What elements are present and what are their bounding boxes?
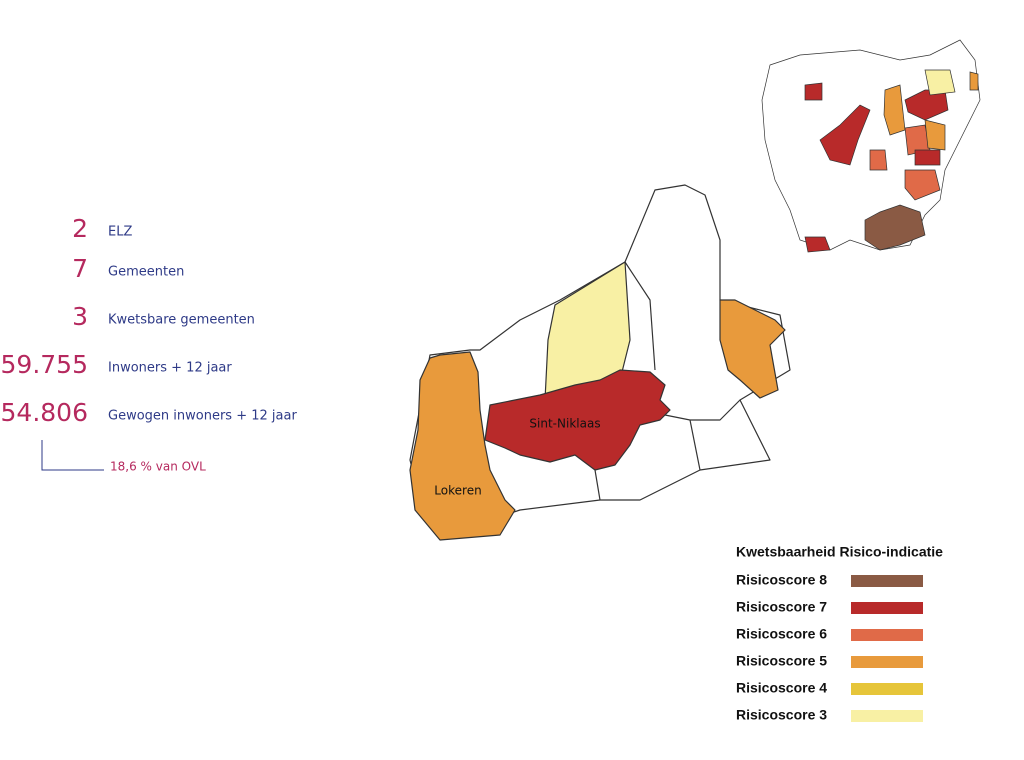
bracket [41, 440, 104, 471]
border [624, 261, 656, 371]
legend-title: Kwetsbaarheid Risico-indicatie [736, 544, 943, 560]
region [819, 104, 871, 166]
region [804, 82, 823, 101]
region [804, 236, 831, 253]
stat-label: Gewogen inwoners + 12 jaar [108, 409, 297, 424]
legend-label: Risicoscore 5 [736, 653, 827, 669]
legend-swatch [851, 683, 923, 695]
region [869, 149, 888, 171]
border [689, 419, 701, 471]
stat-label: ELZ [108, 225, 132, 240]
stat-number: 3 [72, 302, 88, 331]
legend-label: Risicoscore 4 [736, 680, 827, 696]
legend-swatch [851, 710, 923, 722]
border [664, 399, 741, 421]
legend-label: Risicoscore 6 [736, 626, 827, 642]
region-sint-niklaas [484, 369, 671, 471]
region [924, 119, 946, 151]
region [883, 84, 906, 136]
legend-label: Risicoscore 8 [736, 572, 827, 588]
region [864, 204, 926, 251]
stat-number: 354.806 [0, 398, 88, 427]
map-label: Sint-Niklaas [529, 417, 600, 431]
stats: 2 ELZ 7 Gemeenten 3 Kwetsbare gemeenten 259.75… [0, 214, 297, 427]
region [904, 89, 949, 121]
legend-swatch [851, 656, 923, 668]
stat-number: 2 [72, 214, 88, 243]
legend-label: Risicoscore 3 [736, 707, 827, 723]
stat-label: Inwoners + 12 jaar [108, 361, 232, 376]
region-score-5 [719, 299, 786, 399]
legend-swatch [851, 602, 923, 614]
stat-number: 259.755 [0, 350, 88, 379]
inset-map [761, 39, 981, 253]
legend-swatch [851, 575, 923, 587]
region [914, 149, 941, 166]
stat-label: Gemeenten [108, 265, 184, 280]
share-note: 18,6 % van OVL [110, 460, 206, 474]
border [594, 469, 601, 501]
main-map: Sint-Niklaas Lokeren [409, 184, 791, 541]
stat-number: 7 [72, 254, 88, 283]
legend: Risicoscore 8 Risicoscore 7 Risicoscore 6 R… [736, 572, 923, 723]
region [904, 169, 941, 201]
region-lokeren [409, 351, 516, 541]
legend-swatch [851, 629, 923, 641]
legend-label: Risicoscore 7 [736, 599, 827, 615]
region [924, 69, 956, 96]
map-label: Lokeren [434, 484, 481, 498]
stat-label: Kwetsbare gemeenten [108, 313, 255, 328]
region [969, 71, 979, 91]
